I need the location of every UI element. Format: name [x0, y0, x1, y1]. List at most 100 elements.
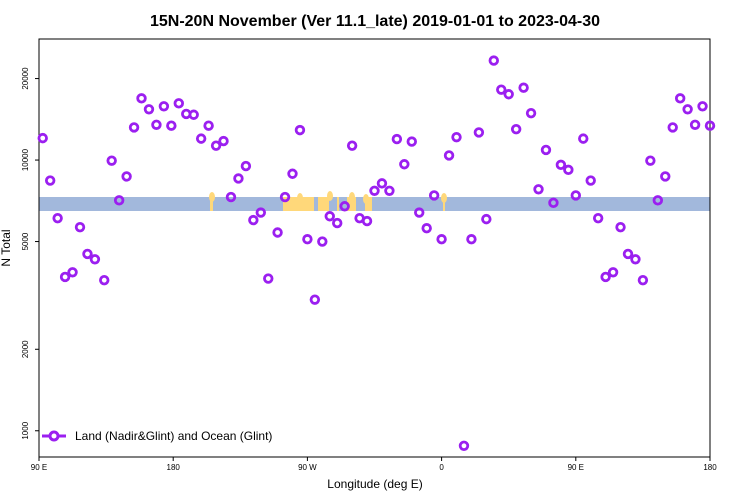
data-point [540, 144, 552, 156]
x-tick-label: 90 E [31, 463, 47, 472]
data-point [332, 217, 343, 229]
data-point [645, 155, 656, 166]
data-point [466, 234, 477, 245]
data-point [143, 104, 155, 115]
y-tick-label: 10000 [21, 148, 30, 171]
legend: Land (Nadir&Glint) and Ocean (Glint) [42, 429, 272, 443]
data-point [451, 131, 462, 143]
data-point [555, 159, 567, 171]
data-point [384, 185, 395, 196]
land-bump [363, 194, 369, 204]
x-tick-label: 90 E [568, 463, 584, 472]
legend-label: Land (Nadir&Glint) and Ocean (Glint) [75, 429, 272, 443]
y-tick-label: 5000 [21, 232, 30, 250]
data-point [82, 248, 93, 260]
data-point [225, 191, 237, 203]
land-patch [210, 197, 213, 211]
land-bump [349, 192, 355, 202]
data-point [136, 93, 147, 104]
data-point [151, 119, 162, 130]
data-point [563, 164, 574, 176]
surface-band [39, 191, 710, 211]
x-axis-ticks: 90 E 180 90 W 0 90 E 180 [31, 457, 717, 472]
data-point [525, 107, 537, 119]
land-patch [337, 197, 339, 211]
legend-marker [48, 430, 60, 442]
x-tick-label: 90 W [298, 463, 317, 472]
land-patch [283, 197, 314, 211]
land-bump [297, 193, 303, 203]
data-point [294, 124, 306, 136]
data-point [421, 223, 432, 234]
data-point [436, 234, 447, 245]
data-point [496, 84, 507, 95]
data-point [510, 124, 522, 135]
data-point [704, 120, 716, 131]
data-point [414, 207, 425, 218]
data-point [473, 127, 485, 138]
data-point [279, 191, 291, 203]
data-point [44, 175, 56, 186]
data-point [195, 133, 207, 144]
data-points [37, 55, 716, 451]
ocean-band [39, 197, 710, 211]
data-point [287, 168, 298, 179]
data-point [406, 136, 417, 147]
x-tick-label: 0 [439, 463, 444, 472]
data-point [210, 140, 222, 151]
land-bump [209, 192, 215, 202]
data-point [592, 212, 604, 224]
data-point [263, 273, 274, 284]
data-point [376, 178, 388, 189]
data-point [578, 133, 589, 144]
data-point [607, 267, 619, 278]
data-point [600, 271, 611, 283]
y-axis-label: N Total [0, 229, 13, 266]
y-tick-label: 20000 [21, 67, 30, 90]
data-point [309, 294, 321, 305]
data-point [67, 267, 78, 278]
data-point [682, 104, 693, 115]
data-point [89, 254, 101, 265]
data-point [660, 171, 671, 182]
data-point [689, 119, 701, 130]
y-axis-ticks: 1000 2000 5000 10000 20000 [21, 67, 39, 440]
data-point [248, 214, 259, 226]
land-patch [347, 197, 356, 211]
data-point [346, 140, 358, 151]
plot-frame [38, 38, 711, 458]
x-tick-label: 180 [167, 463, 181, 472]
data-point [59, 271, 71, 283]
data-point [37, 132, 48, 144]
data-point [674, 93, 686, 104]
data-point [113, 195, 125, 206]
data-point [166, 120, 177, 131]
data-point [106, 155, 117, 166]
data-point [481, 213, 492, 225]
data-point [458, 440, 470, 451]
land-patch [318, 197, 329, 211]
data-point [570, 190, 581, 201]
data-point [218, 135, 229, 147]
data-point [399, 159, 410, 170]
data-point [652, 195, 664, 206]
data-point [488, 55, 499, 66]
land-bump [441, 193, 447, 203]
data-point [302, 234, 313, 245]
land-patch [365, 197, 372, 211]
chart-title: 15N-20N November (Ver 11.1_late) 2019-01… [150, 13, 600, 30]
data-point [697, 101, 708, 112]
data-point [443, 150, 455, 161]
data-point [158, 101, 170, 112]
data-point [74, 221, 86, 233]
data-point [173, 98, 184, 109]
data-point [339, 201, 350, 212]
data-point [99, 274, 110, 286]
data-point [630, 254, 641, 265]
data-point [203, 120, 214, 131]
data-point [533, 184, 544, 195]
land-bump [327, 191, 333, 201]
y-tick-label: 1000 [21, 421, 30, 439]
data-point [255, 207, 267, 218]
